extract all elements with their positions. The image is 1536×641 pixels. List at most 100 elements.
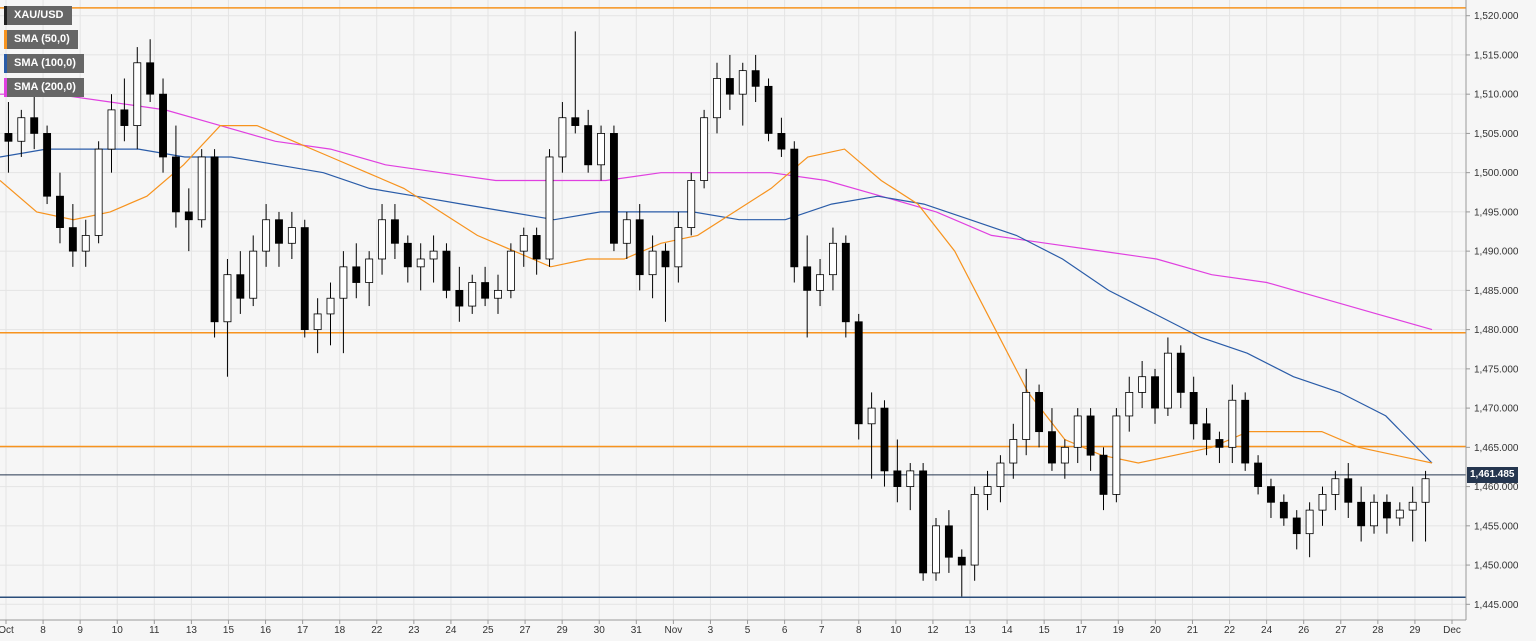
candle-bearish: [841, 242, 850, 323]
candle-bearish: [777, 133, 786, 150]
candlesticks: [4, 31, 1430, 597]
candle-bullish: [1009, 439, 1018, 464]
x-tick-label: 28: [1372, 625, 1384, 636]
candle-bullish: [1073, 415, 1082, 448]
candle-bearish: [120, 109, 129, 126]
candle-bearish: [1215, 439, 1224, 448]
candle-bearish: [1048, 431, 1056, 464]
x-tick-label: 9: [77, 625, 83, 636]
candle-bearish: [1086, 415, 1095, 456]
x-tick-label: Oct: [0, 625, 14, 636]
candle-bullish: [1305, 509, 1314, 535]
candle-bearish: [919, 470, 928, 574]
legend-label: SMA (50,0): [14, 33, 70, 45]
candle-bearish: [171, 156, 180, 213]
legend-item-sma50[interactable]: SMA (50,0): [4, 30, 78, 49]
x-tick-label: 8: [856, 625, 862, 636]
candle-bearish: [236, 274, 245, 299]
sma-lines: [0, 93, 1433, 464]
candle-bullish: [1125, 392, 1134, 417]
candle-bearish: [1035, 392, 1044, 433]
x-tick-label: 27: [1335, 625, 1347, 636]
candle-bearish: [790, 148, 799, 268]
candle-bearish: [56, 195, 64, 228]
legend-item-sma100[interactable]: SMA (100,0): [4, 54, 84, 73]
candle-bullish: [674, 227, 683, 268]
candle-bearish: [30, 117, 39, 134]
candle-bearish: [184, 211, 193, 221]
candle-bullish: [816, 274, 825, 291]
x-tick-label: 30: [594, 625, 606, 636]
candle-bearish: [957, 556, 966, 566]
candle-bearish: [944, 525, 953, 558]
candle-bearish: [1344, 478, 1353, 503]
candle-bearish: [43, 133, 52, 197]
candle-bearish: [764, 85, 773, 134]
y-axis-ticks: 1,445.0001,450.0001,455.0001,460.0001,46…: [1466, 11, 1519, 611]
candle-bullish: [1395, 509, 1404, 519]
candle-bullish: [932, 525, 940, 574]
candle-bearish: [532, 235, 541, 260]
sma50-line: [0, 124, 1433, 464]
legend-item-xauusd[interactable]: XAU/USD: [4, 6, 72, 25]
candle-bearish: [159, 93, 167, 158]
candle-bullish: [713, 78, 721, 119]
candle-bearish: [1202, 423, 1211, 440]
x-tick-label: 3: [708, 625, 714, 636]
x-tick-label: 21: [1187, 625, 1199, 636]
sma200-line: [0, 93, 1433, 331]
x-tick-label: 11: [149, 625, 160, 636]
legend-item-sma200[interactable]: SMA (200,0): [4, 78, 84, 97]
x-tick-label: 10: [112, 625, 124, 636]
candle-bullish: [365, 258, 374, 283]
candle-bullish: [622, 219, 631, 244]
x-tick-label: 22: [1224, 625, 1236, 636]
y-tick-label: 1,475.000: [1474, 364, 1519, 375]
x-tick-label: 23: [408, 625, 420, 636]
candle-bullish: [1408, 501, 1417, 511]
plot-background: [0, 0, 1466, 620]
candle-bullish: [687, 180, 696, 228]
y-tick-label: 1,485.000: [1474, 286, 1519, 297]
x-tick-label: 16: [260, 625, 272, 636]
candle-bearish: [352, 266, 361, 283]
last-price-tag: 1,461.485: [1467, 466, 1518, 483]
candle-bearish: [854, 321, 863, 425]
x-tick-label: 15: [1039, 625, 1051, 636]
x-tick-label: 17: [297, 625, 309, 636]
y-tick-label: 1,445.000: [1474, 600, 1519, 611]
candle-bullish: [249, 250, 258, 299]
candle-bullish: [1331, 478, 1340, 495]
candle-bullish: [17, 117, 26, 142]
candle-bearish: [442, 250, 451, 291]
candle-bullish: [326, 297, 335, 315]
candle-bullish: [468, 282, 477, 307]
legend-label: SMA (200,0): [14, 81, 76, 93]
x-tick-label: 10: [890, 625, 902, 636]
candle-bullish: [429, 250, 438, 260]
y-tick-label: 1,520.000: [1474, 11, 1519, 22]
x-tick-label: 8: [40, 625, 46, 636]
candle-bearish: [893, 470, 902, 487]
candle-bullish: [519, 235, 528, 252]
candle-bullish: [867, 407, 876, 425]
legend-label: XAU/USD: [14, 9, 64, 21]
x-tick-label: 18: [334, 625, 346, 636]
x-tick-label: 6: [782, 625, 788, 636]
y-tick-label: 1,490.000: [1474, 247, 1519, 258]
candle-bearish: [1254, 462, 1263, 487]
candle-bullish: [983, 486, 992, 495]
x-tick-label: 22: [371, 625, 383, 636]
x-tick-label: 20: [1150, 625, 1162, 636]
candle-bearish: [68, 227, 77, 252]
candle-bearish: [455, 289, 464, 307]
candle-bullish: [416, 258, 425, 268]
candle-bullish: [197, 156, 206, 221]
y-tick-label: 1,460.000: [1474, 482, 1519, 493]
candle-bearish: [880, 407, 889, 472]
candle-bearish: [1382, 501, 1391, 519]
candle-bearish: [725, 78, 734, 95]
candle-bullish: [648, 250, 657, 276]
